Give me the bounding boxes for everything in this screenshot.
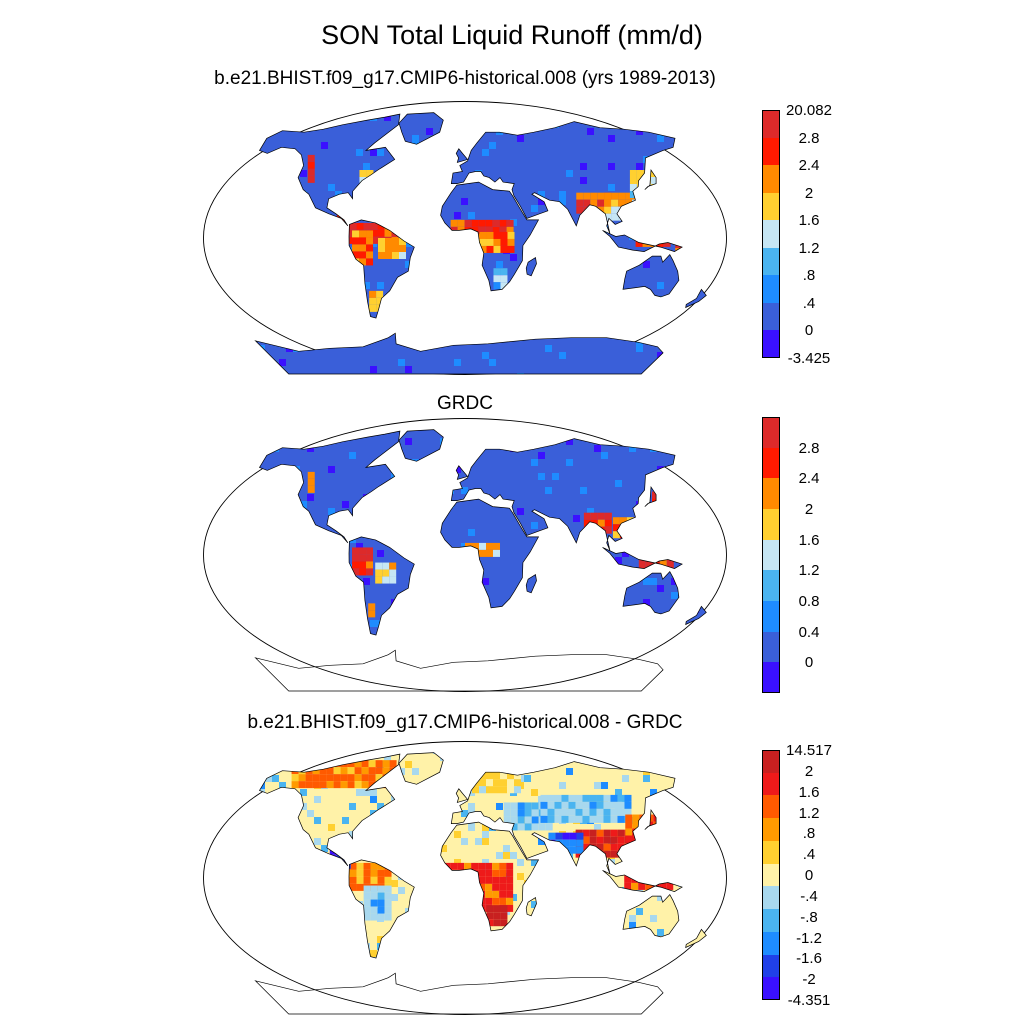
colorbar-swatch — [762, 247, 780, 276]
colorbar-swatch — [762, 863, 780, 887]
colorbar-frame — [762, 750, 780, 1000]
colorbar-swatch — [762, 954, 780, 978]
colorbar-swatch — [762, 750, 780, 773]
panel-difference-subtitle: b.e21.BHIST.f09_g17.CMIP6-historical.008… — [247, 712, 683, 733]
colorbar-swatch — [762, 977, 780, 1000]
coastlines — [254, 752, 707, 1015]
colorbar-tick-label: -3.425 — [787, 350, 831, 367]
colorbar-swatch — [762, 275, 780, 303]
map-model-runoff — [203, 101, 727, 375]
colorbar-tick-label: -4.351 — [787, 992, 831, 1009]
colorbar-tick-label: 20.082 — [786, 102, 832, 119]
colorbar-swatch — [762, 840, 780, 864]
colorbar-tick-label: .4 — [802, 846, 816, 864]
colorbar-tick-label: 0 — [804, 322, 814, 340]
colorbar-tick-label: -.8 — [800, 908, 818, 926]
colorbar-tick-label: 2 — [804, 184, 814, 202]
colorbar-swatch — [762, 192, 780, 221]
figure-title: SON Total Liquid Runoff (mm/d) — [321, 20, 703, 50]
colorbar-tick-label: 2.8 — [798, 439, 820, 457]
colorbar-frame — [762, 110, 780, 358]
colorbar-tick-label: 1.2 — [798, 562, 820, 580]
colorbar-swatch — [762, 795, 780, 819]
colorbar-tick-label: 2.4 — [798, 157, 820, 175]
colorbar-tick-label: 1.2 — [798, 804, 820, 822]
colorbar-tick-label: 2.4 — [798, 470, 820, 488]
colorbar-tick-label: 2 — [804, 762, 814, 780]
colorbar-tick-label: .8 — [802, 267, 816, 285]
colorbar-tick-label: -1.6 — [796, 950, 822, 968]
colorbar-tick-label: 2.8 — [798, 129, 820, 147]
colorbar-swatch — [762, 110, 780, 138]
colorbar-swatch — [762, 220, 780, 248]
colorbar-swatch — [762, 165, 780, 193]
colorbar-swatch — [762, 909, 780, 932]
colorbar-tick-label: 1.6 — [798, 212, 820, 230]
colorbar-tick-label: 0.4 — [798, 623, 820, 641]
map-difference-runoff — [203, 741, 727, 1015]
colorbar-swatch — [762, 539, 780, 571]
colorbar-swatch — [762, 631, 780, 663]
colorbar-swatch — [762, 478, 780, 509]
colorbar-tick-label: 1.6 — [798, 783, 820, 801]
colorbar-tick-label: .8 — [802, 825, 816, 843]
colorbar-tick-label: 0.8 — [798, 593, 820, 610]
colorbar-tick-label: 1.2 — [798, 239, 820, 257]
colorbar-swatch — [762, 772, 780, 796]
colorbar-swatch — [762, 662, 780, 693]
coastlines — [254, 429, 707, 692]
map-grdc-runoff — [203, 418, 727, 692]
coastlines — [254, 112, 707, 375]
colorbar-frame — [762, 417, 780, 693]
colorbar-tick-label: 2 — [804, 501, 814, 518]
panel-grdc-subtitle: GRDC — [437, 393, 493, 414]
colorbar-tick-label: 14.517 — [786, 742, 832, 759]
colorbar-tick-label: .4 — [802, 294, 816, 312]
colorbar-tick-label: 0 — [804, 867, 814, 884]
colorbar-swatch — [762, 302, 780, 331]
colorbar-tick-label: 1.6 — [798, 531, 820, 549]
colorbar-tick-label: -1.2 — [796, 929, 822, 947]
colorbar-swatch — [762, 886, 780, 910]
colorbar-swatch — [762, 447, 780, 479]
colorbar-swatch — [762, 601, 780, 632]
colorbar-swatch — [762, 818, 780, 841]
colorbar-swatch — [762, 509, 780, 540]
colorbar-swatch — [762, 417, 780, 448]
colorbar-swatch — [762, 931, 780, 955]
panel-model-subtitle: b.e21.BHIST.f09_g17.CMIP6-historical.008… — [214, 68, 716, 89]
colorbar-swatch — [762, 570, 780, 601]
colorbar-tick-label: -.4 — [800, 887, 818, 905]
colorbar-swatch — [762, 330, 780, 358]
colorbar-tick-label: 0 — [804, 654, 814, 672]
colorbar-swatch — [762, 137, 780, 166]
colorbar-tick-label: -2 — [802, 971, 816, 989]
